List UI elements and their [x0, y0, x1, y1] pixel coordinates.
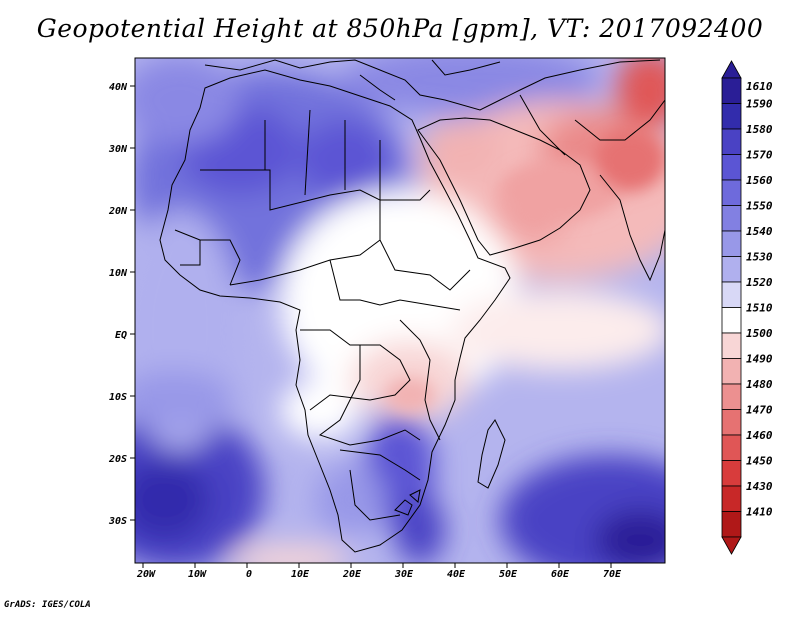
colorbar-swatch [721, 511, 742, 538]
lat-label: 40N [109, 82, 128, 93]
lat-label: 10S [109, 392, 127, 403]
colorbar-label: 1570 [746, 149, 773, 162]
colorbar-swatch [721, 358, 742, 385]
lat-label: 30S [108, 516, 127, 527]
lat-labels: 40N 30N 20N 10N EQ 10S 20S 30S [108, 82, 128, 527]
colorbar-label: 1530 [746, 251, 773, 264]
colorbar-swatch [721, 77, 742, 104]
lat-label: 10N [109, 268, 128, 279]
colorbar-label: 1460 [746, 429, 773, 442]
colorbar-bottom-arrow [721, 536, 742, 555]
colorbar-label: 1560 [746, 174, 773, 187]
coastlines [159, 59, 665, 553]
colorbar-label: 1610 [746, 80, 773, 93]
colorbar-label: 1490 [746, 353, 773, 366]
lon-label: 10W [188, 569, 207, 580]
map-title: Geopotential Height at 850hPa [gpm], VT:… [36, 14, 764, 43]
axis-ticks [130, 85, 612, 568]
lon-label: 20E [342, 569, 362, 580]
lon-label: 30E [394, 569, 414, 580]
colorbar-label: 1580 [746, 123, 773, 136]
colorbar-label: 1410 [746, 506, 773, 519]
credit-text: GrADS: IGES/COLA [4, 600, 91, 610]
lon-label: 0 [246, 569, 252, 580]
colorbar: 1610 1590 1580 1570 1560 1550 1540 1530 1520 1510… [721, 60, 773, 555]
colorbar-swatch [721, 205, 742, 232]
lat-label: 30N [108, 144, 128, 155]
colorbar-swatch [721, 128, 742, 155]
colorbar-label: 1480 [746, 378, 773, 391]
colorbar-label: 1470 [746, 404, 773, 417]
colorbar-label: 1520 [746, 276, 773, 289]
lon-label: 10E [291, 569, 310, 580]
lat-label: 20S [108, 454, 127, 465]
colorbar-swatch [721, 332, 742, 359]
colorbar-swatch [721, 154, 742, 181]
colorbar-swatch [721, 281, 742, 308]
lon-label: 50E [499, 569, 518, 580]
lon-label: 70E [603, 569, 622, 580]
colorbar-label: 1510 [746, 302, 773, 315]
lon-label: 20W [136, 569, 156, 580]
colorbar-label: 1550 [746, 200, 773, 213]
colorbar-swatch [721, 256, 742, 283]
lon-labels: 20W 10W 0 10E 20E 30E 40E 50E 60E 70E [136, 569, 622, 580]
colorbar-swatch [721, 103, 742, 130]
lat-label: EQ [115, 330, 127, 341]
colorbar-swatch [721, 179, 742, 206]
colorbar-swatch [721, 230, 742, 257]
colorbar-label: 1450 [746, 455, 773, 468]
map-frame [134, 57, 666, 564]
colorbar-label: 1430 [746, 480, 773, 493]
colorbar-label: 1590 [746, 98, 773, 111]
colorbar-swatch [721, 409, 742, 436]
height-field [135, 58, 665, 563]
lon-label: 60E [551, 569, 570, 580]
colorbar-swatch [721, 383, 742, 410]
colorbar-swatch [721, 485, 742, 512]
colorbar-swatch [721, 307, 742, 334]
lon-label: 40E [447, 569, 466, 580]
colorbar-label: 1540 [746, 225, 773, 238]
colorbar-swatch [721, 434, 742, 461]
colorbar-top-arrow [721, 60, 742, 79]
colorbar-swatch [721, 460, 742, 487]
colorbar-label: 1500 [746, 327, 773, 340]
lat-label: 20N [108, 206, 128, 217]
